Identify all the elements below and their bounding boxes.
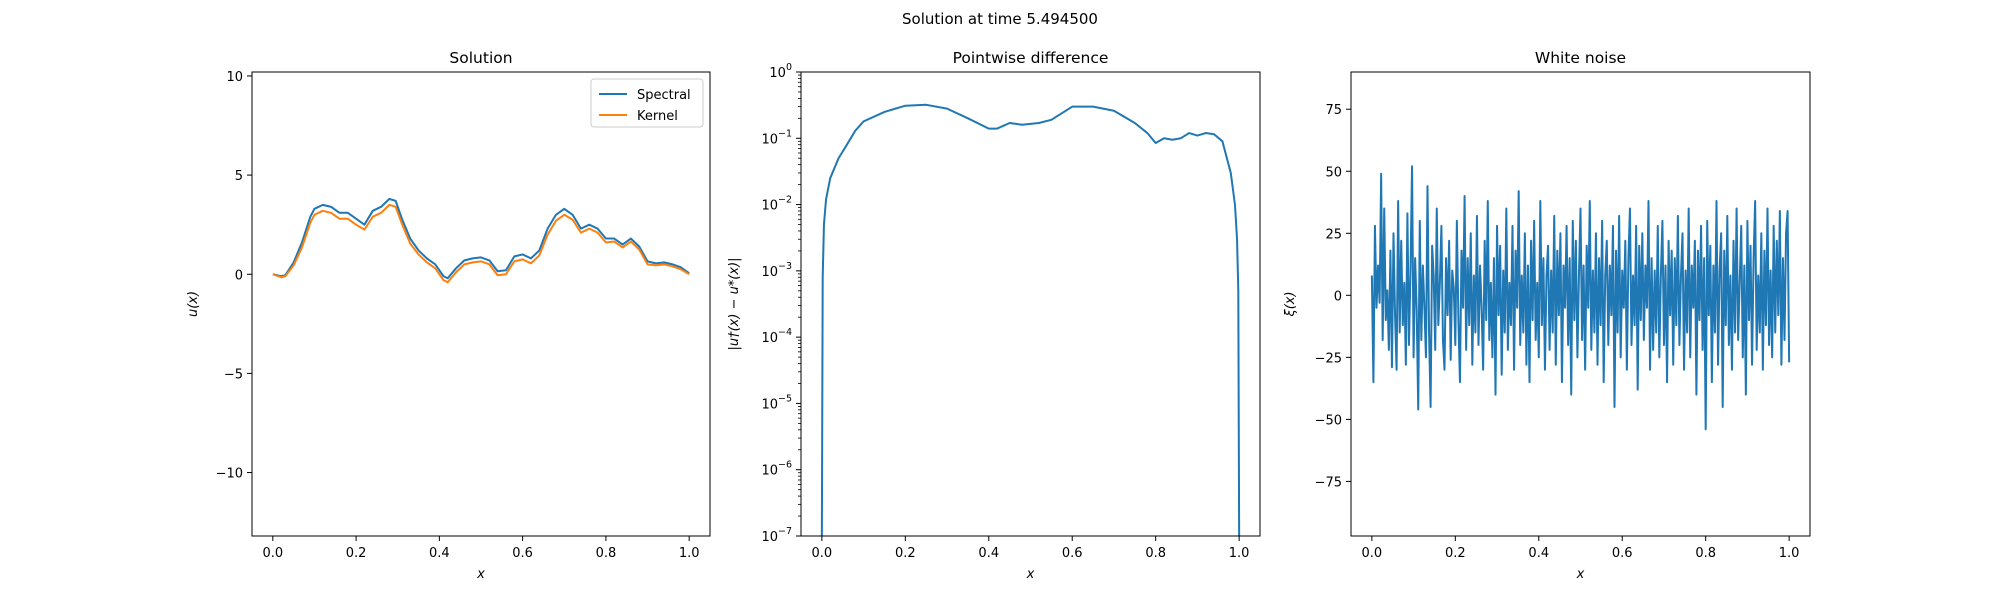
x-tick-label: 0.2 xyxy=(346,546,367,561)
y-tick-label: 10−7 xyxy=(761,526,792,545)
legend-label-kernel: Kernel xyxy=(637,109,678,124)
y-tick-label: 10 xyxy=(226,70,243,85)
series-line-spectral xyxy=(272,197,690,280)
x-axis-label: x xyxy=(1026,567,1035,582)
panel-title: Solution xyxy=(449,49,512,67)
x-tick-label: 0.4 xyxy=(978,546,999,561)
plot-area xyxy=(272,197,690,284)
x-tick-label: 1.0 xyxy=(1779,546,1800,561)
y-tick-label: 10−3 xyxy=(761,261,792,280)
legend: Spectral Kernel xyxy=(590,78,704,128)
y-tick-label: 10−1 xyxy=(761,128,792,147)
y-tick-label: 10−2 xyxy=(761,195,792,214)
axes-frame xyxy=(800,71,1261,537)
axes-frame xyxy=(251,71,711,537)
y-axis-label: ξ(x) xyxy=(1283,291,1298,317)
panel-title: Pointwise difference xyxy=(953,49,1109,67)
y-tick-label: 75 xyxy=(1325,103,1342,118)
y-tick-label: 0 xyxy=(1334,289,1342,304)
plot-area xyxy=(1370,165,1791,431)
y-tick-label: 10−6 xyxy=(761,460,792,479)
series-line-1 xyxy=(1370,165,1791,431)
y-tick-label: 100 xyxy=(769,62,792,81)
series-line-kernel xyxy=(272,203,690,284)
x-tick-label: 0.4 xyxy=(1528,546,1549,561)
y-axis-label: |u†(x) − u*(x)| xyxy=(727,257,742,350)
y-tick-label: 50 xyxy=(1325,165,1342,180)
y-tick-label: −25 xyxy=(1315,351,1342,366)
y-tick-label: −10 xyxy=(216,467,243,482)
y-tick-label: 25 xyxy=(1325,227,1342,242)
x-tick-label: 0.8 xyxy=(596,546,617,561)
panel-3: 0.0 0.2 0.4 0.6 0.8 1.0 −75 −50 −25 0 25 50 75 White … xyxy=(1283,49,1811,582)
y-tick-label: −75 xyxy=(1315,475,1342,490)
x-tick-label: 0.4 xyxy=(429,546,450,561)
x-tick-label: 0.6 xyxy=(1062,546,1083,561)
plot-area xyxy=(820,103,1241,536)
x-tick-label: 0.0 xyxy=(812,546,833,561)
x-tick-label: 0.8 xyxy=(1695,546,1716,561)
x-tick-label: 0.2 xyxy=(895,546,916,561)
figure-suptitle: Solution at time 5.494500 xyxy=(902,10,1098,28)
y-tick-label: 0 xyxy=(235,268,243,283)
x-tick-label: 0.6 xyxy=(512,546,533,561)
y-tick-label: 10−5 xyxy=(761,393,792,412)
x-tick-label: 0.0 xyxy=(262,546,283,561)
x-tick-label: 0.2 xyxy=(1445,546,1466,561)
x-tick-label: 1.0 xyxy=(1229,546,1250,561)
x-axis-label: x xyxy=(1576,567,1585,582)
y-tick-label: −50 xyxy=(1315,413,1342,428)
x-tick-label: 0.0 xyxy=(1362,546,1383,561)
x-axis-label: x xyxy=(476,567,485,582)
x-tick-label: 1.0 xyxy=(679,546,700,561)
panel-1: 0.0 0.2 0.4 0.6 0.8 1.0 −10 −5 0 5 10 Solution x u(x)… xyxy=(186,49,711,582)
legend-label-spectral: Spectral xyxy=(637,88,691,103)
panel-title: White noise xyxy=(1535,49,1626,67)
panel-2: 0.0 0.2 0.4 0.6 0.8 1.0 10−7 10−6 10−5 10−4 10−3 10… xyxy=(727,49,1261,582)
series-line-1 xyxy=(820,103,1241,536)
y-tick-label: 10−4 xyxy=(761,327,792,346)
y-tick-label: 5 xyxy=(235,169,243,184)
axes-frame xyxy=(1350,71,1811,537)
x-tick-label: 0.8 xyxy=(1145,546,1166,561)
y-tick-label: −5 xyxy=(224,367,243,382)
y-axis-label: u(x) xyxy=(186,291,201,317)
x-tick-label: 0.6 xyxy=(1612,546,1633,561)
panels: 0.0 0.2 0.4 0.6 0.8 1.0−10−50510Solutionxu(x)… xyxy=(186,49,1811,582)
